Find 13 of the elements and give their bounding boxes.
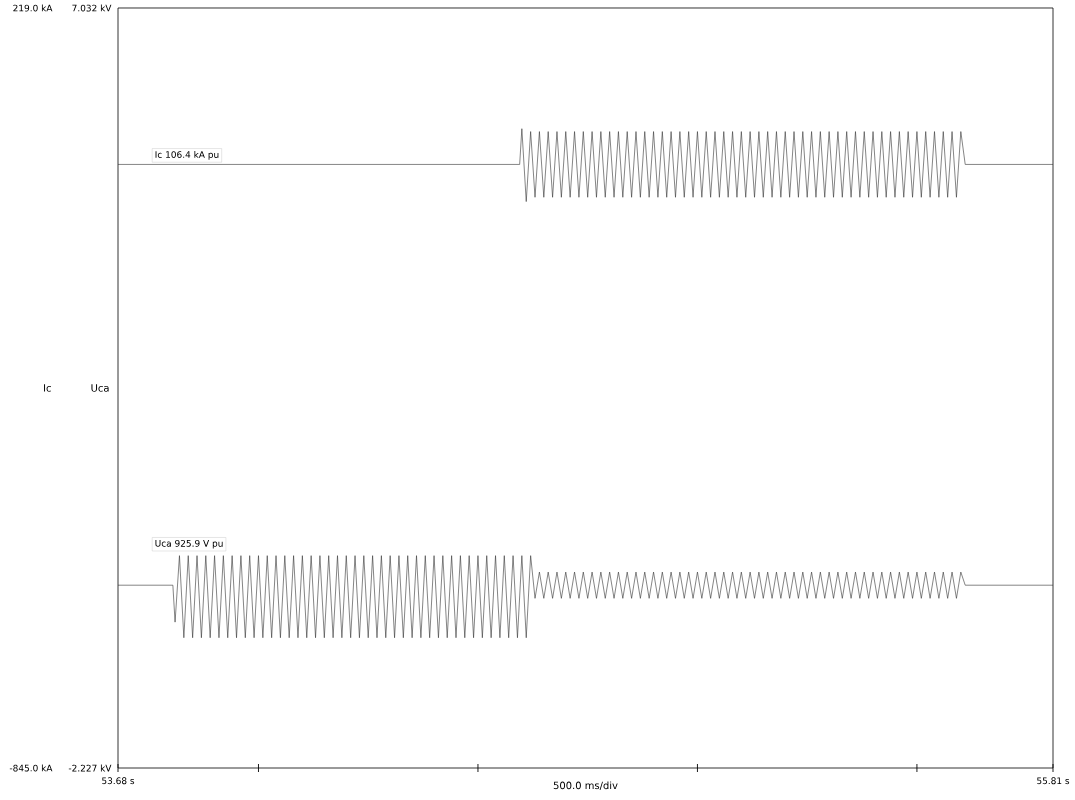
series-label: Uca 925.9 V pu <box>155 539 223 549</box>
y-tick-label: -845.0 kA <box>9 764 53 772</box>
series-label: Ic 106.4 kA pu <box>155 151 219 160</box>
x-axis-title: 500.0 ms/div <box>553 781 618 790</box>
y2-tick-label: 7.032 kV <box>72 4 112 12</box>
line-series <box>118 128 1054 202</box>
y2-axis-title: Uca <box>91 384 109 392</box>
line-series <box>118 555 1054 639</box>
y-tick-label: 219.0 kA <box>13 4 53 12</box>
y-axis-title: Ic <box>44 384 51 392</box>
y2-tick-label: -2.227 kV <box>68 764 112 772</box>
x-tick-label: 55.81 s <box>1037 777 1070 785</box>
x-tick-label: 53.68 s <box>102 777 135 785</box>
